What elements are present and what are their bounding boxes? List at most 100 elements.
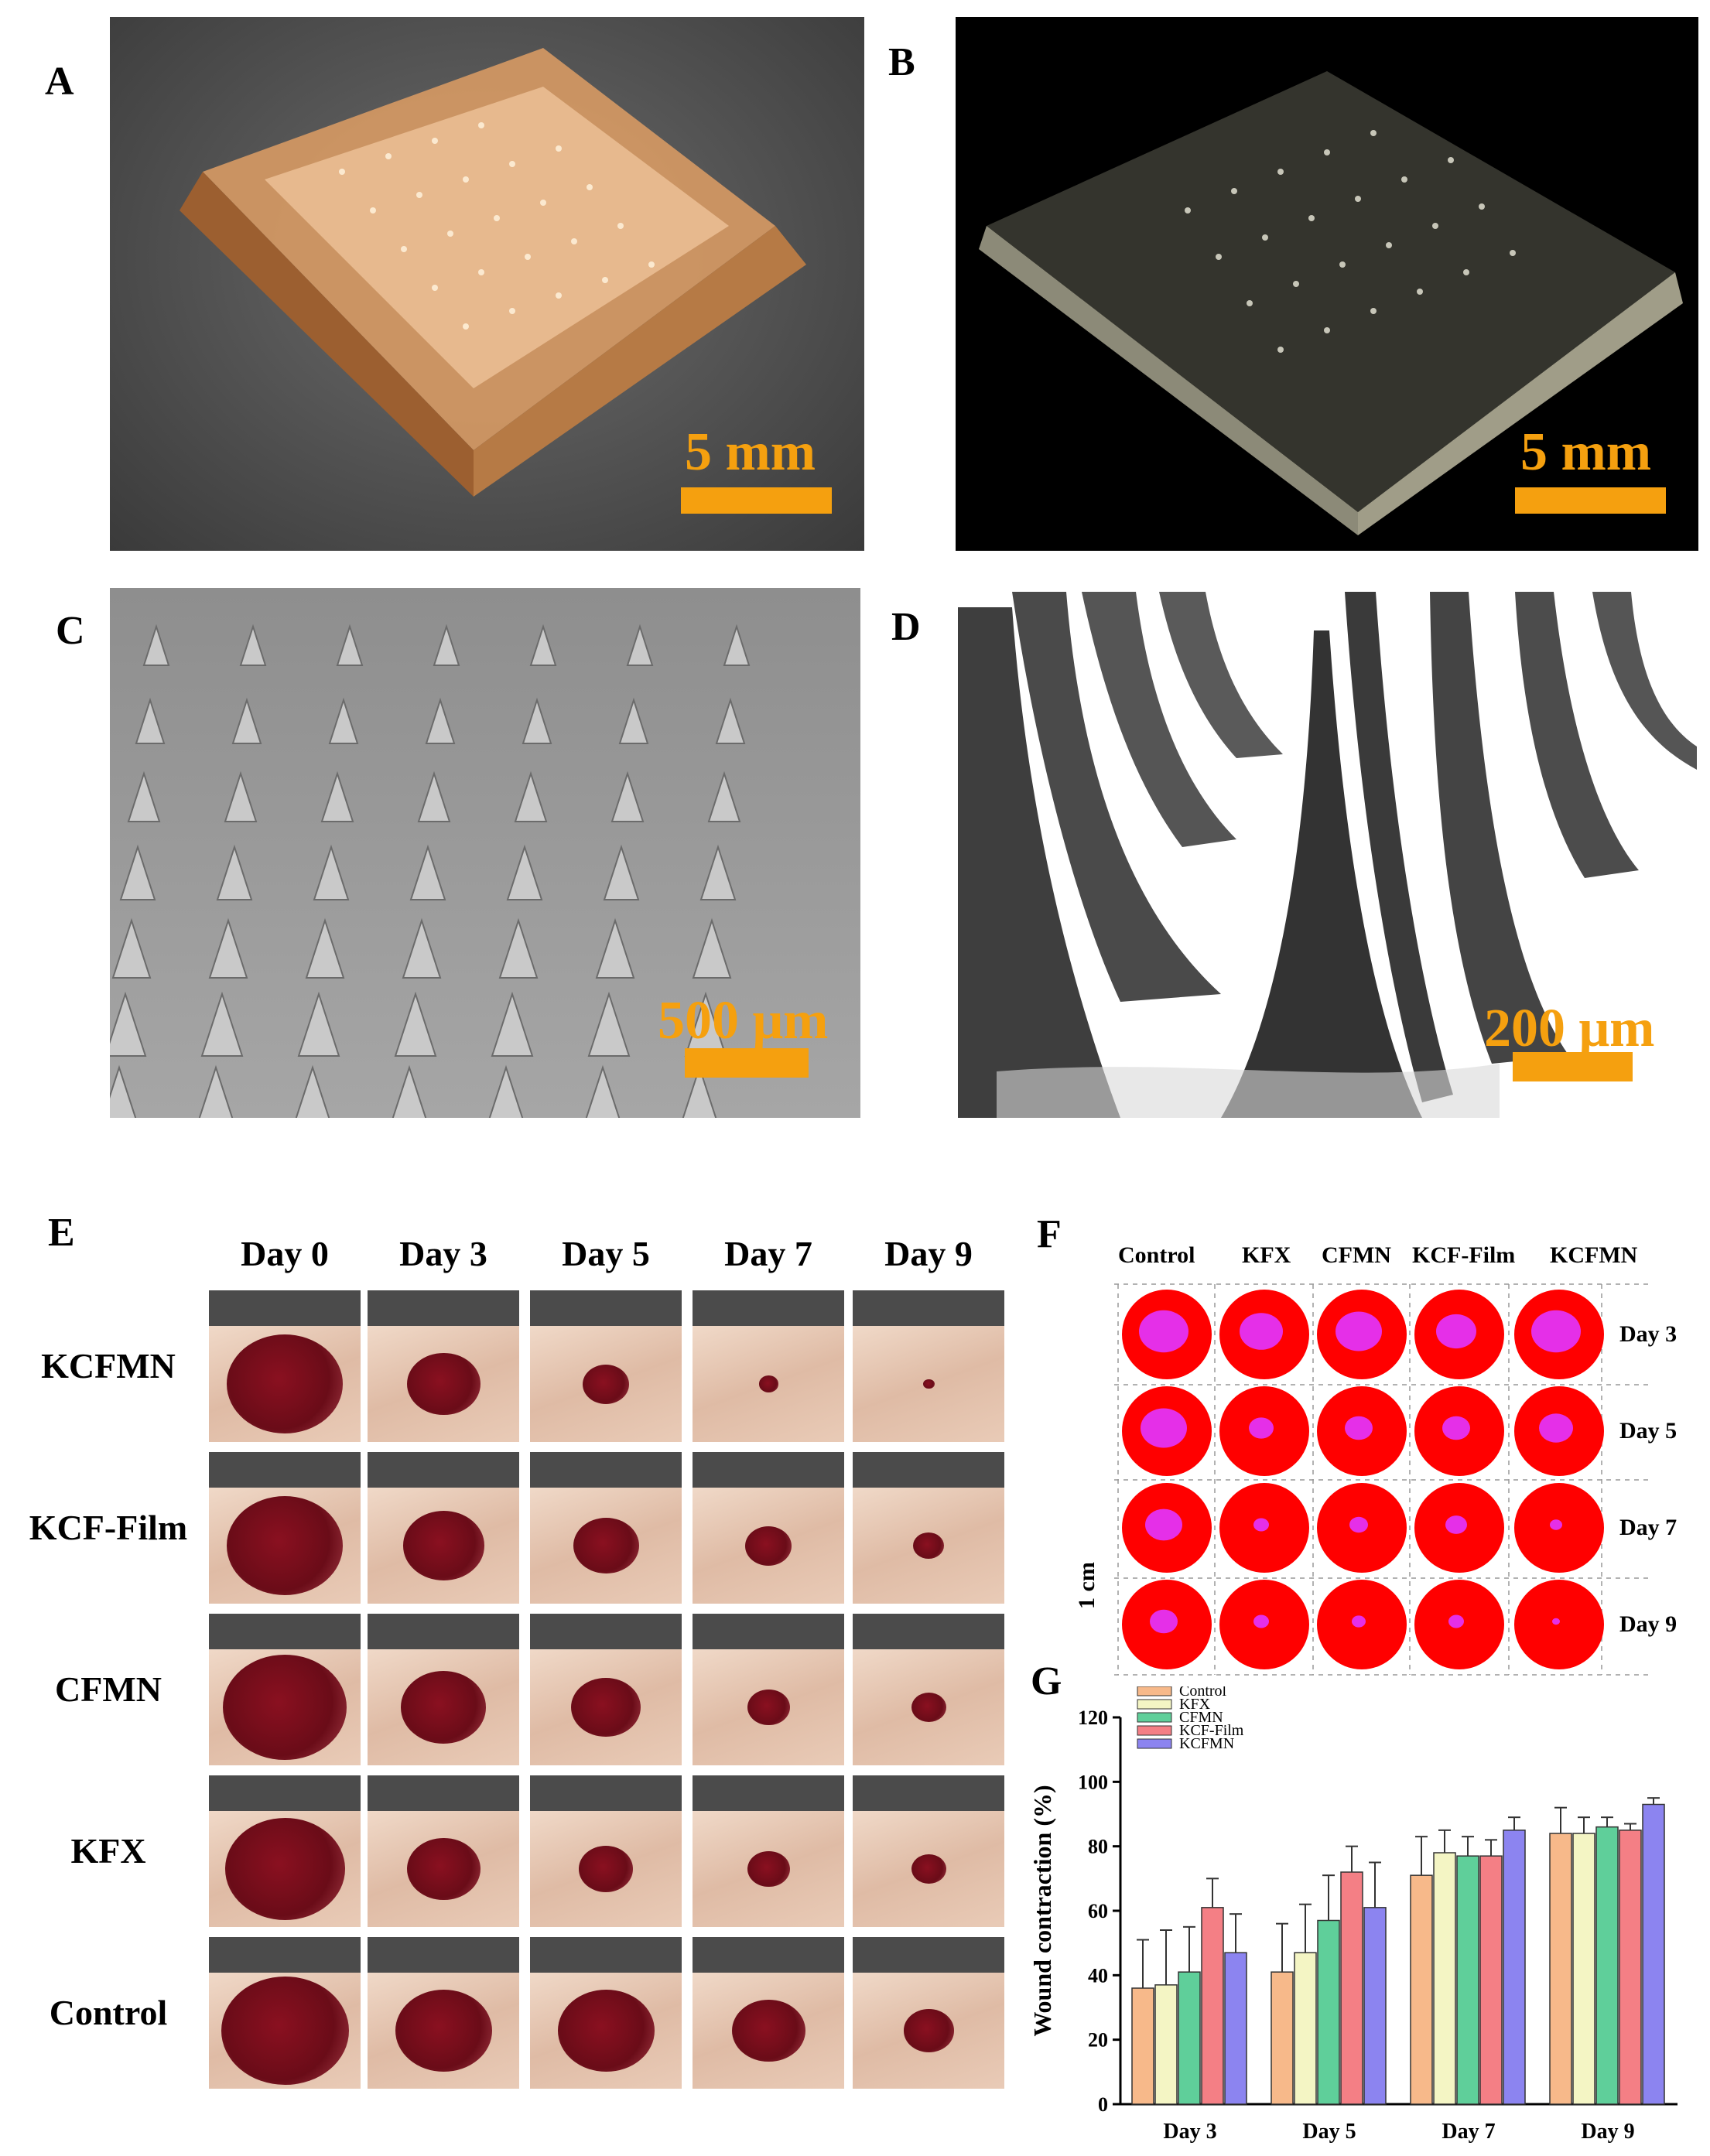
photo-microneedle-patch-a <box>110 17 864 551</box>
scale-label-b: 5 mm <box>1520 422 1652 482</box>
e-row-label: KCF-Film <box>29 1508 188 1547</box>
f-wound-area <box>1552 1618 1560 1625</box>
sem-needle <box>433 624 460 666</box>
scale-label-a: 5 mm <box>685 422 816 482</box>
panel-letter-b: B <box>888 40 915 84</box>
wound-photo <box>209 1614 361 1765</box>
ruler <box>853 1775 1004 1811</box>
wound <box>911 1854 946 1884</box>
sem-needle <box>692 917 732 979</box>
f-day-label: Day 9 <box>1619 1611 1678 1637</box>
wound <box>221 1976 349 2086</box>
panel-letter-c: C <box>56 609 85 653</box>
bar <box>1572 1833 1595 2105</box>
sem-needle <box>529 624 557 666</box>
sem-needle <box>409 844 446 900</box>
wound <box>395 1989 492 2072</box>
sem-needle <box>610 770 645 822</box>
wound-photo <box>853 1614 1004 1765</box>
ruler <box>853 1290 1004 1326</box>
wound <box>747 1689 790 1726</box>
wound-photo <box>368 1290 519 1442</box>
sem-needle <box>320 770 354 822</box>
wound <box>903 2009 954 2052</box>
sem-needle <box>239 624 267 666</box>
sem-needle <box>587 991 631 1057</box>
sem-needle <box>198 1064 234 1118</box>
f-column-label: CFMN <box>1322 1242 1391 1268</box>
wound-photo <box>853 1290 1004 1442</box>
f-column-label: KCF-Film <box>1412 1242 1516 1268</box>
f-wound-outline <box>1122 1580 1212 1669</box>
f-wound-outline <box>1122 1483 1212 1573</box>
f-day-label: Day 5 <box>1619 1418 1678 1444</box>
ruler <box>853 1614 1004 1649</box>
f-wound-area <box>1349 1516 1368 1533</box>
wound <box>745 1526 792 1566</box>
f-wound-area <box>1253 1614 1269 1628</box>
f-wound-outline <box>1414 1483 1504 1573</box>
wound <box>922 1379 935 1389</box>
sem-needle <box>715 697 746 744</box>
sem-needle <box>110 991 147 1057</box>
wound-photo <box>530 1290 682 1442</box>
bar <box>1178 1971 1201 2105</box>
f-wound-outline <box>1317 1290 1407 1379</box>
ruler <box>693 1290 844 1326</box>
wound-photo <box>693 1775 844 1927</box>
bar <box>1456 1855 1479 2105</box>
sem-needle <box>425 697 456 744</box>
wound-photo <box>853 1452 1004 1604</box>
wound <box>406 1837 481 1901</box>
e-row-label: KFX <box>70 1831 146 1871</box>
f-wound-outline <box>1219 1386 1309 1476</box>
ruler <box>530 1452 682 1488</box>
f-wound-area <box>1249 1417 1274 1439</box>
legend-swatch <box>1137 1699 1172 1710</box>
y-tick-label: 60 <box>1088 1900 1108 1922</box>
wound-photo <box>693 1452 844 1604</box>
ruler <box>209 1452 361 1488</box>
y-tick-label: 80 <box>1088 1836 1108 1858</box>
f-wound-area <box>1445 1515 1467 1534</box>
bar <box>1410 1874 1433 2105</box>
wound <box>557 1989 655 2072</box>
scale-bar-d <box>1513 1052 1633 1081</box>
x-tick-label: Day 9 <box>1581 2120 1634 2144</box>
wound <box>758 1375 778 1392</box>
wound <box>747 1850 790 1888</box>
wound-photo <box>693 1937 844 2089</box>
ruler <box>530 1614 682 1649</box>
e-day-label: Day 5 <box>562 1234 650 1273</box>
panel-letter-a: A <box>45 60 74 104</box>
e-day-label: Day 3 <box>399 1234 487 1273</box>
wound <box>401 1671 486 1744</box>
f-wound-area <box>1442 1416 1470 1440</box>
f-wound-area <box>1139 1310 1188 1353</box>
ruler <box>853 1452 1004 1488</box>
f-wound-outline <box>1317 1386 1407 1476</box>
wound <box>224 1818 345 1920</box>
sem-needle <box>224 770 258 822</box>
scale-bar-b <box>1515 487 1666 514</box>
sem-needle <box>506 844 543 900</box>
y-tick-label: 120 <box>1078 1707 1108 1729</box>
f-wound-area <box>1436 1314 1476 1349</box>
bar <box>1131 1987 1154 2105</box>
f-wound-outline <box>1514 1483 1604 1573</box>
sem-needle <box>682 1064 717 1118</box>
bar <box>1363 1907 1387 2105</box>
panel-letter-d: D <box>891 605 921 649</box>
f-wound-outline <box>1122 1290 1212 1379</box>
f-wound-outline <box>1514 1290 1604 1379</box>
wound <box>913 1532 944 1559</box>
legend-label: KFX <box>1179 1696 1211 1713</box>
sem-needle <box>328 697 359 744</box>
ruler <box>530 1937 682 1973</box>
sem-needle <box>618 697 649 744</box>
f-wound-area <box>1539 1413 1573 1443</box>
bar <box>1317 1919 1340 2105</box>
x-tick-label: Day 7 <box>1442 2120 1495 2144</box>
f-wound-area <box>1531 1310 1581 1353</box>
sem-needle <box>626 624 654 666</box>
